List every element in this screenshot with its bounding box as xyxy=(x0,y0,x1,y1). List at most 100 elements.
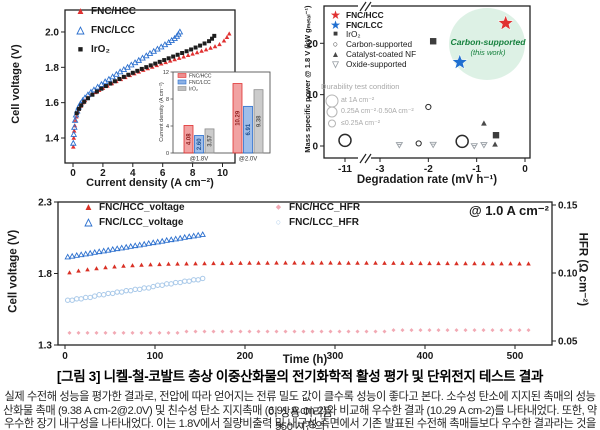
data-point xyxy=(154,238,161,245)
tick-label: 200 xyxy=(237,351,254,362)
data-point xyxy=(167,58,173,63)
data-point xyxy=(100,247,107,254)
star-icon: ★ xyxy=(330,8,341,22)
data-point xyxy=(131,242,139,249)
x-axis-label: Time (h) xyxy=(282,354,328,366)
panel-durability: 1.3 1.8 2.3 0.05 0.10 0.15 0 100 200 300 400 500 Ce… xyxy=(0,195,600,370)
data-point xyxy=(445,328,450,333)
data-point xyxy=(166,330,171,335)
annotation-label: Carbon-supported xyxy=(450,37,526,47)
data-point xyxy=(158,237,166,244)
data-point xyxy=(425,103,432,111)
data-point xyxy=(364,329,369,334)
data-point xyxy=(194,231,202,238)
data-point xyxy=(136,241,143,248)
data-point xyxy=(99,86,104,91)
data-point xyxy=(172,235,179,242)
mass-power-chart-svg: 0 10 20 -11 -3 -2 -1 0 xyxy=(307,1,531,175)
data-point xyxy=(181,54,186,59)
data-point xyxy=(103,265,108,270)
data-point xyxy=(86,249,94,256)
data-point xyxy=(185,233,193,240)
tick-label: 400 xyxy=(417,351,434,362)
data-point xyxy=(211,260,216,266)
figure-description-line: 우수한 장기 내구성을 나타내었다. 이는 1.8V에서 질량비출력 및 내구성… xyxy=(4,418,596,430)
data-point xyxy=(391,328,396,333)
data-point xyxy=(283,260,288,265)
legend-item-fnc-hcc: ★ FNC/HCC xyxy=(329,9,384,21)
tick-label: -3 xyxy=(376,164,385,175)
data-point xyxy=(176,28,184,35)
data-point xyxy=(74,111,79,116)
data-point xyxy=(64,253,71,260)
data-point xyxy=(71,116,79,123)
data-point xyxy=(499,261,504,266)
tick-label: 8 xyxy=(166,97,169,103)
data-point xyxy=(76,106,81,111)
data-point xyxy=(112,330,117,335)
data-point xyxy=(90,92,95,97)
data-point xyxy=(481,261,486,266)
data-point xyxy=(167,236,175,243)
tick-label: 0 xyxy=(62,351,68,362)
legend-item-iro2: ■ IrO₂ xyxy=(329,29,360,39)
data-point xyxy=(202,329,207,334)
data-point xyxy=(229,329,234,334)
data-point xyxy=(481,328,486,333)
data-point xyxy=(189,47,194,52)
star-icon: ★ xyxy=(330,18,341,32)
data-point xyxy=(190,51,195,56)
tick-label: 2.0 xyxy=(45,27,59,38)
legend-label: FNC/HCC_voltage xyxy=(99,202,185,213)
triangle-filled-icon: ▲ xyxy=(331,48,340,59)
inset-bar-value: 4.08 xyxy=(187,133,193,145)
data-point xyxy=(199,48,204,53)
durability-legend-item: at 1A cm⁻² xyxy=(341,97,375,104)
data-point xyxy=(265,260,270,265)
inset-bar-value: 2.60 xyxy=(197,138,203,150)
inset-bar-value: 3.57 xyxy=(208,134,214,146)
tick-label: 12 xyxy=(163,70,169,76)
data-point xyxy=(338,133,352,148)
durability-size-circle xyxy=(326,106,338,118)
triangle-filled-icon: ▲ xyxy=(83,201,94,213)
series-IrO₂ xyxy=(429,38,500,139)
square-filled-icon: ■ xyxy=(333,29,338,38)
data-point xyxy=(310,329,315,334)
legend-label: Catalyst-coated NF xyxy=(346,49,417,59)
data-point xyxy=(517,261,522,266)
legend-label: FNC/HCC xyxy=(346,10,384,20)
tick-label: 2 xyxy=(100,168,106,179)
data-point xyxy=(265,329,270,334)
inset-legend-label: FNC/HCC xyxy=(189,73,212,79)
data-point xyxy=(337,329,342,334)
data-point xyxy=(176,234,184,241)
legend-item-catalyst-coated-nf: ▲ Catalyst-coated NF xyxy=(329,50,416,59)
data-point xyxy=(208,45,213,50)
inset-y-axis-label: Current density (A cm⁻²) xyxy=(159,82,165,142)
data-point xyxy=(203,47,209,52)
data-point xyxy=(184,49,189,54)
inset-bar-value: 6.91 xyxy=(246,123,252,135)
series-FNC/HCC xyxy=(497,14,514,31)
data-point xyxy=(337,260,342,265)
legend-label: FNC/HCC_HFR xyxy=(289,202,361,213)
data-point xyxy=(193,45,198,50)
data-point xyxy=(68,252,76,259)
data-point xyxy=(71,144,76,149)
axis-break-gap xyxy=(358,156,371,162)
data-point xyxy=(292,260,297,265)
legend-item-fnc-hcc: ▲ FNC/HCC xyxy=(74,6,136,17)
axis-break-mark xyxy=(359,153,367,164)
inset-category-label: @1.8V xyxy=(190,157,208,163)
data-point xyxy=(91,248,98,255)
data-point xyxy=(71,135,77,140)
data-point xyxy=(382,329,387,334)
inv-triangle-icon: ▽ xyxy=(332,58,339,69)
figure-description-line: 산화물 촉매 (9.38 A cm-2@2.0V) 및 친수성 탄소 지지촉매 … xyxy=(3,404,597,430)
data-point xyxy=(310,260,315,265)
data-point xyxy=(212,33,217,38)
data-point xyxy=(73,251,80,258)
data-point xyxy=(470,143,479,150)
